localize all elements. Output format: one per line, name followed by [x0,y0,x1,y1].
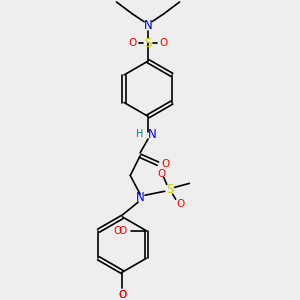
Text: N: N [136,191,145,204]
Text: O: O [176,199,185,209]
Text: O: O [114,226,122,236]
Text: O: O [128,38,136,48]
Text: O: O [118,226,127,236]
Text: S: S [144,37,152,50]
Text: O: O [118,290,127,300]
Text: N: N [148,128,156,141]
Text: O: O [162,159,170,169]
Text: H: H [136,129,144,139]
Text: O: O [160,38,168,48]
Text: O: O [118,290,127,300]
Text: S: S [166,183,173,196]
Text: N: N [144,19,152,32]
Text: O: O [158,169,166,178]
